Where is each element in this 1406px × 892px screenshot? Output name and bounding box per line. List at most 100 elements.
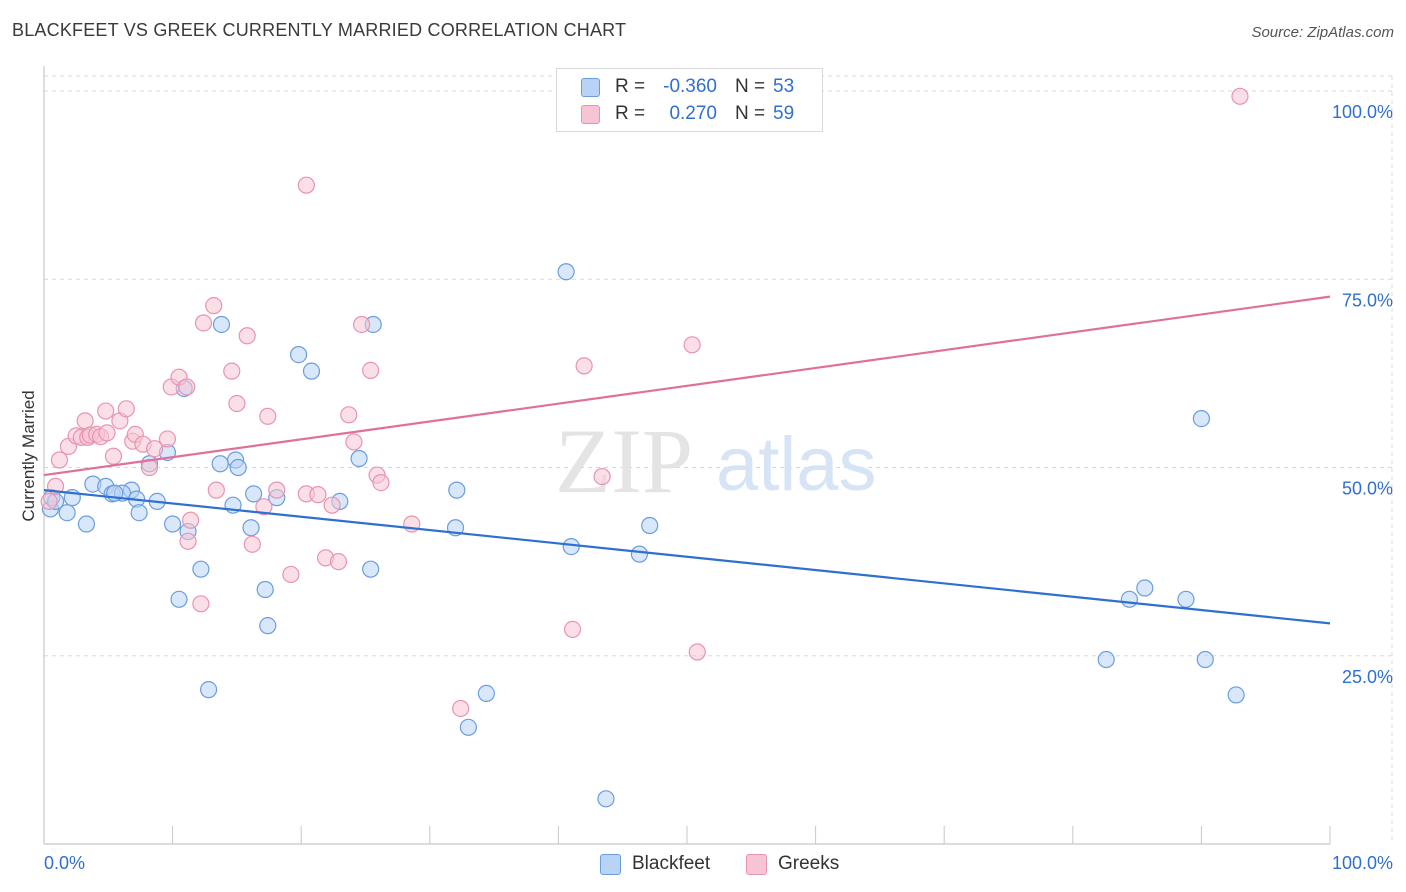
blackfeet-point[interactable] [58, 504, 76, 522]
y-tick-label: 100.0% [1332, 102, 1393, 122]
watermark-atlas: atlas [716, 422, 877, 507]
blackfeet-point[interactable] [641, 516, 659, 535]
greeks-point[interactable] [178, 378, 196, 396]
blackfeet-point[interactable] [200, 681, 218, 699]
series-legend: Blackfeet Greeks [0, 852, 1406, 878]
blackfeet-point[interactable] [448, 481, 466, 499]
greeks-point[interactable] [179, 532, 197, 550]
greeks-point[interactable] [340, 406, 358, 424]
blackfeet-point[interactable] [1196, 650, 1214, 669]
greeks-point[interactable] [255, 498, 273, 516]
greeks-point[interactable] [243, 535, 261, 553]
n-value: 59 [773, 103, 795, 124]
r-value: 0.270 [669, 103, 717, 124]
correlation-legend: R = -0.360 N = 53 R = 0.270 N = 59 [556, 68, 823, 132]
blackfeet-point[interactable] [130, 504, 148, 522]
n-value: 53 [773, 76, 795, 97]
greeks-point[interactable] [104, 447, 123, 465]
blackfeet-point[interactable] [350, 449, 368, 468]
greeks-point[interactable] [329, 553, 348, 571]
y-tick-label: 50.0% [1342, 479, 1393, 499]
blackfeet-point[interactable] [256, 580, 274, 599]
blackfeet-point[interactable] [229, 458, 247, 477]
blackfeet-point[interactable] [242, 519, 260, 537]
blackfeet-point[interactable] [259, 617, 277, 635]
greeks-point[interactable] [207, 481, 225, 499]
greeks-point[interactable] [117, 400, 135, 418]
blackfeet-point[interactable] [164, 515, 182, 533]
blackfeet-point[interactable] [477, 684, 495, 703]
greeks-point[interactable] [192, 595, 210, 613]
points-layer [40, 80, 1249, 808]
greeks-point[interactable] [563, 620, 582, 639]
blackfeet-point[interactable] [597, 790, 615, 808]
legend-label: Blackfeet [632, 853, 711, 874]
blackfeet-point[interactable] [1177, 590, 1195, 608]
greeks-trend-line [43, 295, 1331, 477]
blackfeet-point[interactable] [1120, 590, 1138, 608]
watermark: ZIP atlas [555, 410, 877, 512]
y-axis-title: Currently Married [19, 390, 38, 521]
blackfeet-point[interactable] [1192, 409, 1211, 428]
greeks-point[interactable] [76, 412, 94, 430]
greeks-point[interactable] [362, 361, 380, 379]
blackfeet-point[interactable] [557, 263, 575, 281]
greeks-point[interactable] [145, 440, 164, 458]
y-tick-label: 25.0% [1342, 667, 1393, 687]
blackfeet-point[interactable] [459, 718, 477, 736]
greeks-point[interactable] [452, 699, 470, 718]
greeks-point[interactable] [259, 407, 277, 425]
blackfeet-point[interactable] [630, 545, 649, 563]
blackfeet-point[interactable] [1227, 686, 1245, 704]
greeks-point[interactable] [182, 511, 200, 529]
greeks-swatch [746, 854, 767, 875]
legend-row-blackfeet: R = -0.360 N = 53 [557, 73, 822, 101]
greeks-point[interactable] [309, 486, 327, 504]
blackfeet-point[interactable] [212, 315, 231, 334]
greeks-point[interactable] [97, 402, 115, 420]
blackfeet-point[interactable] [192, 560, 210, 578]
greeks-point[interactable] [297, 176, 315, 194]
axis-layer: 25.0% 50.0% 75.0% 100.0% 0.0% 100.0% [43, 66, 1393, 873]
blackfeet-point[interactable] [362, 560, 380, 578]
x-tick-label: 0.0% [44, 853, 85, 873]
chart-title: BLACKFEET VS GREEK CURRENTLY MARRIED COR… [12, 20, 627, 40]
greeks-point[interactable] [228, 394, 246, 413]
greeks-point[interactable] [50, 451, 69, 469]
greeks-point[interactable] [98, 424, 116, 442]
greeks-point[interactable] [194, 314, 213, 332]
greeks-point[interactable] [323, 496, 341, 514]
greeks-point[interactable] [1231, 87, 1249, 105]
greeks-point[interactable] [223, 362, 241, 380]
blackfeet-point[interactable] [1136, 579, 1154, 597]
blackfeet-point[interactable] [1097, 650, 1115, 669]
legend-row-greeks: R = 0.270 N = 59 [557, 100, 822, 128]
greeks-point[interactable] [593, 467, 611, 486]
greeks-point[interactable] [238, 327, 256, 345]
blackfeet-point[interactable] [562, 537, 580, 556]
blackfeet-point[interactable] [290, 345, 308, 364]
blackfeet-point[interactable] [245, 485, 263, 503]
greeks-point[interactable] [683, 336, 701, 354]
blackfeet-swatch [600, 854, 621, 875]
x-tick-label: 100.0% [1332, 853, 1393, 873]
greeks-point[interactable] [688, 643, 706, 661]
trend-layer [43, 295, 1331, 625]
blackfeet-point[interactable] [211, 455, 229, 473]
greeks-point[interactable] [372, 473, 390, 492]
greeks-swatch [581, 105, 600, 124]
blackfeet-point[interactable] [302, 362, 321, 380]
greeks-point[interactable] [158, 430, 177, 448]
greeks-point[interactable] [40, 492, 58, 511]
grid-layer [44, 75, 1393, 844]
blackfeet-point[interactable] [77, 515, 96, 533]
greeks-point[interactable] [345, 433, 363, 451]
greeks-point[interactable] [282, 565, 300, 584]
greeks-point[interactable] [353, 315, 371, 334]
n-label: N = [735, 103, 766, 124]
greeks-point[interactable] [268, 481, 286, 499]
r-label: R = [615, 103, 646, 124]
greeks-point[interactable] [575, 357, 593, 375]
greeks-point[interactable] [205, 297, 223, 315]
blackfeet-point[interactable] [170, 590, 188, 608]
